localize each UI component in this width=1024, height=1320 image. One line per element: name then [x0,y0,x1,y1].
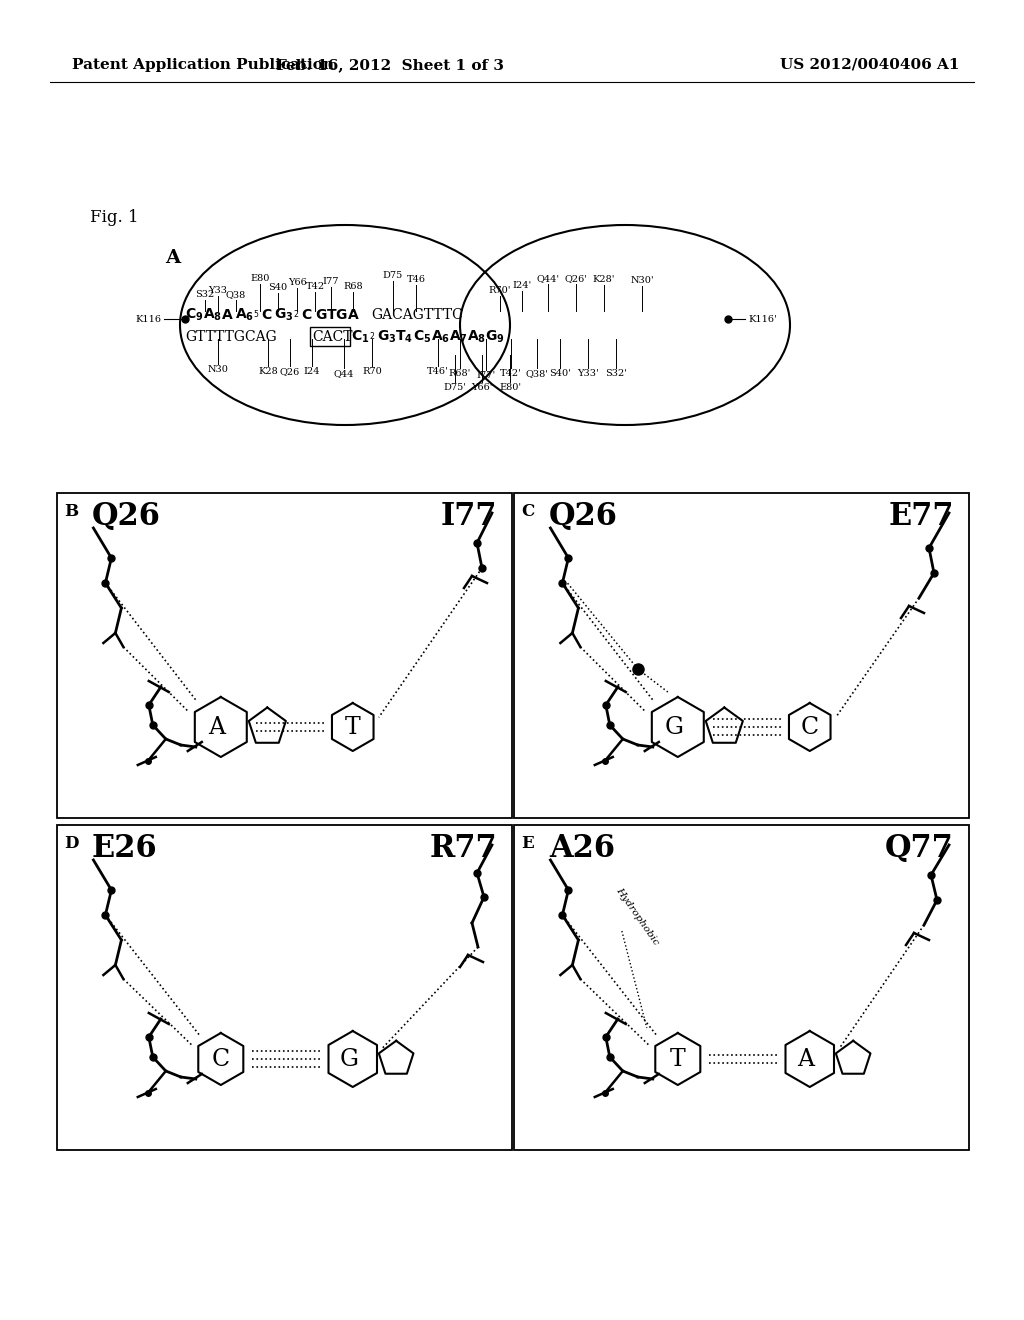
Text: I77': I77' [476,371,496,380]
Text: A: A [165,249,180,267]
Text: N30: N30 [208,366,228,374]
Text: G: G [665,715,683,738]
Text: Hydrophobic: Hydrophobic [613,886,660,946]
Text: C: C [212,1048,229,1071]
Text: $_2$: $_2$ [293,309,299,321]
Text: B: B [63,503,78,520]
Text: Q44: Q44 [334,370,354,378]
Text: GACAGTTTC: GACAGTTTC [371,308,463,322]
Bar [514,492,969,818]
Text: Q44': Q44' [537,275,559,282]
Text: Q38: Q38 [226,290,246,300]
Text: $\mathbf{A_6}$: $\mathbf{A_6}$ [234,306,254,323]
Text: R68': R68' [449,370,471,378]
Text: S40': S40' [549,370,571,378]
Text: Q26': Q26' [564,275,588,282]
Text: $\mathbf{T_4}$: $\mathbf{T_4}$ [395,329,413,346]
Text: R70: R70 [362,367,382,376]
Text: $\mathbf{G_9}$: $\mathbf{G_9}$ [485,329,505,346]
Text: A: A [208,715,225,738]
Text: $\mathbf{A_6}$: $\mathbf{A_6}$ [431,329,451,346]
Text: T46': T46' [427,367,449,376]
Bar [57,825,512,1150]
Bar [514,825,969,1150]
Text: $\mathbf{G_3}$: $\mathbf{G_3}$ [377,329,396,346]
Text: Y33: Y33 [209,286,227,294]
Text: E80: E80 [250,275,269,282]
Text: GTTTTGCAG: GTTTTGCAG [185,330,276,345]
Text: D75': D75' [443,383,467,392]
Text: $\mathbf{C}$: $\mathbf{C}$ [261,308,272,322]
Text: Fig. 1: Fig. 1 [90,210,138,227]
Text: Feb. 16, 2012  Sheet 1 of 3: Feb. 16, 2012 Sheet 1 of 3 [276,58,504,73]
Text: T42: T42 [305,282,325,290]
Text: S32': S32' [605,370,627,378]
Text: I24': I24' [512,281,531,290]
Text: Q26: Q26 [549,502,617,532]
Text: R70': R70' [488,286,511,294]
Text: Q77: Q77 [886,833,954,865]
Text: $_5$: $_5$ [253,309,259,321]
Text: Y33': Y33' [578,370,599,378]
Text: Q26: Q26 [92,502,161,532]
Text: S40: S40 [268,282,288,292]
Text: G: G [339,1048,358,1071]
Text: $\mathbf{GTGA}$: $\mathbf{GTGA}$ [315,308,359,322]
Text: US 2012/0040406 A1: US 2012/0040406 A1 [780,58,959,73]
Text: C: C [521,503,535,520]
Text: Q38': Q38' [525,370,549,378]
Text: R68: R68 [343,282,362,290]
Bar [310,327,350,346]
Text: $\mathbf{A_8}$: $\mathbf{A_8}$ [203,306,222,323]
Text: I77: I77 [440,502,497,532]
Text: T: T [670,1048,686,1071]
Text: Q26: Q26 [280,367,300,376]
Text: N30': N30' [630,276,653,285]
Text: A: A [798,1048,814,1071]
Text: D: D [63,836,79,851]
Text: CACT: CACT [312,330,352,345]
Text: T: T [345,715,360,738]
Text: $\mathbf{A_7}$: $\mathbf{A_7}$ [449,329,468,346]
Text: A26: A26 [549,833,615,865]
Text: $\mathbf{C_5}$: $\mathbf{C_5}$ [413,329,431,346]
Text: K116': K116' [748,314,777,323]
Text: T42': T42' [500,370,522,378]
Text: $_2$: $_2$ [369,331,375,343]
Text: C: C [801,715,819,738]
Text: E77: E77 [889,502,954,532]
Text: Patent Application Publication: Patent Application Publication [72,58,334,73]
Text: Y66: Y66 [288,279,306,286]
Text: Y66': Y66' [471,383,493,392]
Text: K28: K28 [258,367,278,376]
Text: I77: I77 [323,277,339,286]
Text: $\mathbf{C_1}$: $\mathbf{C_1}$ [351,329,370,346]
Text: E80': E80' [499,383,521,392]
Text: $\mathbf{G_3}$: $\mathbf{G_3}$ [274,306,294,323]
Text: S32: S32 [196,290,215,300]
Text: E26: E26 [92,833,158,865]
Text: I24: I24 [304,367,321,376]
Text: $\mathbf{A_8}$: $\mathbf{A_8}$ [467,329,486,346]
Text: T46: T46 [407,275,426,284]
Bar [57,492,512,818]
Text: $\mathbf{C}$: $\mathbf{C}$ [301,308,312,322]
Text: R77: R77 [429,833,497,865]
Text: D75: D75 [383,271,403,280]
Text: $\mathbf{A}$: $\mathbf{A}$ [221,308,233,322]
Text: K116: K116 [135,314,161,323]
Text: K28': K28' [593,275,615,284]
Text: $\mathbf{C_9}$: $\mathbf{C_9}$ [185,306,204,323]
Text: E: E [521,836,534,851]
